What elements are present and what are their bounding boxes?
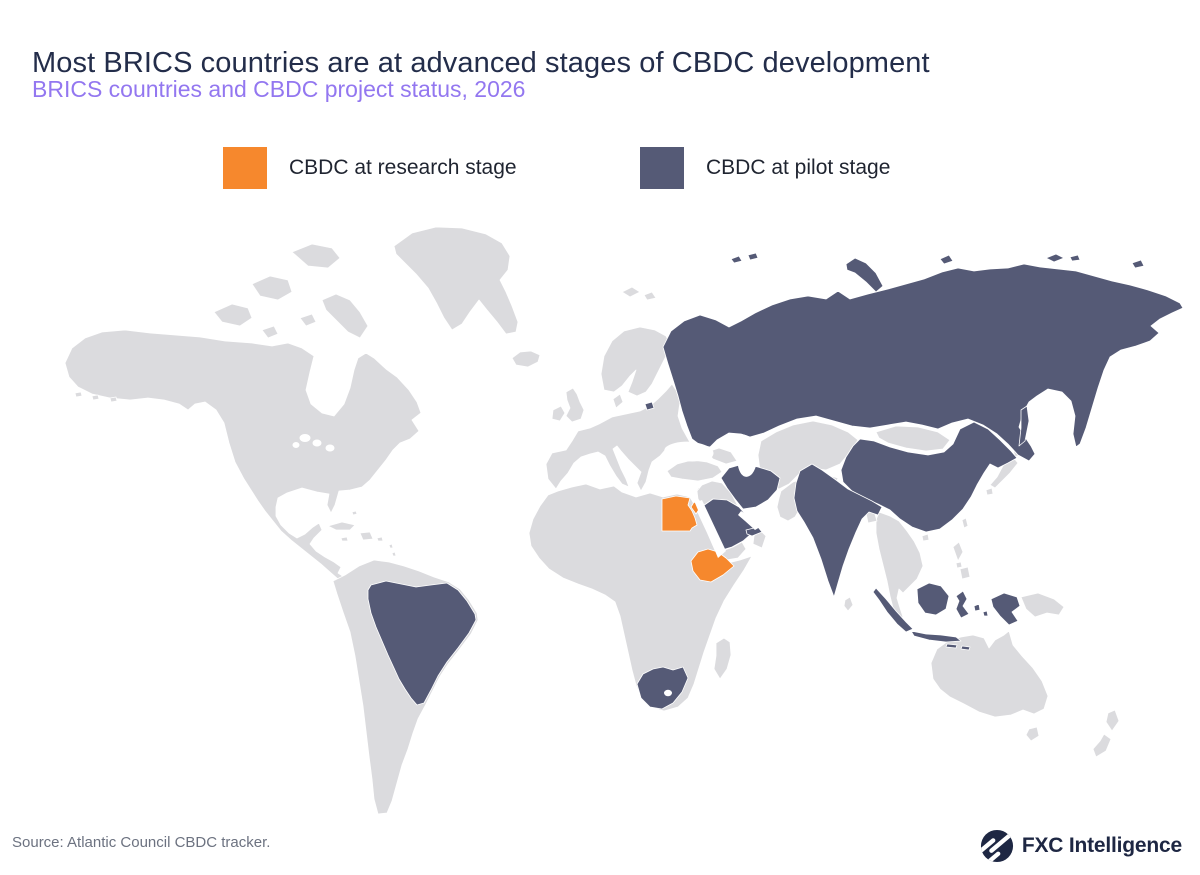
sea-caspian bbox=[730, 434, 758, 477]
map-island-west-papua bbox=[990, 592, 1021, 626]
map-island-sumatra bbox=[872, 587, 914, 633]
map-island-sulawesi bbox=[955, 590, 970, 619]
map-country-russia bbox=[662, 263, 1184, 462]
map-landmass-africa bbox=[528, 483, 753, 712]
map-region-southeast-asia bbox=[875, 511, 924, 620]
map-country-brazil bbox=[367, 580, 477, 706]
legend: CBDC at research stage CBDC at pilot sta… bbox=[0, 146, 1200, 190]
legend-item-research: CBDC at research stage bbox=[223, 146, 517, 190]
map-island-novaya-zemlya bbox=[845, 257, 884, 293]
map-island-victoria bbox=[213, 303, 253, 327]
map-landmass-australia bbox=[930, 630, 1049, 718]
map-island-arctic-4 bbox=[299, 313, 317, 327]
map-country-china bbox=[840, 421, 1018, 533]
map-country-egypt bbox=[661, 495, 698, 532]
map-island-aleutians bbox=[74, 391, 118, 403]
map-island-kyushu bbox=[985, 487, 994, 496]
map-island-puerto-rico bbox=[376, 536, 384, 542]
lake-huron bbox=[312, 439, 322, 447]
map-island-taiwan bbox=[961, 517, 969, 529]
map-island-new-zealand-north bbox=[1105, 709, 1120, 732]
lake-michigan bbox=[292, 442, 300, 448]
brand-lockup: FXC Intelligence bbox=[979, 829, 1182, 863]
brand-name: FXC Intelligence bbox=[1021, 834, 1182, 857]
map-island-iceland bbox=[511, 350, 541, 368]
map-island-svalbard bbox=[621, 286, 641, 298]
map-landmass-europe bbox=[545, 383, 692, 492]
map-landmass-north-america bbox=[64, 329, 422, 594]
map-region-kaliningrad bbox=[644, 401, 655, 411]
map-island-franz-josef bbox=[730, 252, 759, 264]
lake-ontario bbox=[325, 444, 335, 452]
map-island-hispaniola bbox=[359, 531, 374, 541]
map-region-lesotho bbox=[664, 689, 672, 697]
map-island-lesser-sunda bbox=[945, 643, 971, 651]
map-island-hainan bbox=[921, 533, 930, 542]
sea-red bbox=[695, 500, 726, 558]
map-island-severnaya-zemlya bbox=[939, 254, 954, 265]
map-island-madagascar bbox=[713, 637, 732, 680]
map-island-wrangel bbox=[1131, 259, 1145, 269]
map-country-mongolia bbox=[875, 425, 951, 452]
lake-superior bbox=[299, 434, 311, 442]
map-island-svalbard-2 bbox=[643, 291, 657, 301]
legend-label-research: CBDC at research stage bbox=[289, 156, 517, 179]
map-island-great-britain bbox=[565, 387, 585, 423]
map-island-maluku bbox=[973, 603, 989, 617]
map-island-new-guinea-east bbox=[1020, 592, 1065, 618]
map-island-baffin bbox=[321, 293, 369, 339]
map-country-south-africa bbox=[636, 666, 689, 710]
map-island-tasmania bbox=[1025, 726, 1040, 742]
map-island-arctic-3 bbox=[261, 325, 279, 339]
legend-label-pilot: CBDC at pilot stage bbox=[706, 156, 891, 179]
sea-black bbox=[664, 441, 714, 462]
map-island-jamaica bbox=[340, 536, 349, 542]
source-note: Source: Atlantic Council CBDC tracker. bbox=[12, 834, 271, 851]
map-island-bahamas bbox=[351, 510, 358, 516]
map-island-cuba bbox=[327, 521, 356, 531]
map-island-ireland bbox=[551, 405, 566, 422]
page-title: Most BRICS countries are at advanced sta… bbox=[32, 47, 930, 80]
map-island-new-siberian bbox=[1045, 253, 1081, 263]
fxc-logo-icon bbox=[979, 829, 1013, 863]
map-landmass-scandinavia bbox=[600, 326, 672, 397]
legend-item-pilot: CBDC at pilot stage bbox=[640, 146, 890, 190]
legend-swatch-research bbox=[223, 147, 267, 189]
sea-persian-gulf bbox=[738, 511, 760, 530]
map-island-mindanao bbox=[959, 566, 971, 580]
map-island-java bbox=[910, 630, 962, 643]
map-island-ellesmere bbox=[291, 243, 341, 269]
map-island-visayas bbox=[955, 561, 963, 569]
map-island-sri-lanka bbox=[843, 596, 854, 612]
map-island-arctic-2 bbox=[251, 275, 293, 301]
map-island-antilles bbox=[388, 543, 397, 557]
legend-swatch-pilot bbox=[640, 147, 684, 189]
map-country-india bbox=[793, 463, 883, 598]
map-country-denmark bbox=[612, 393, 624, 409]
map-island-sakhalin bbox=[1018, 405, 1030, 447]
map-country-ethiopia bbox=[690, 548, 735, 583]
page-subtitle: BRICS countries and CBDC project status,… bbox=[32, 76, 526, 102]
map-country-turkey bbox=[666, 459, 723, 482]
map-island-luzon bbox=[952, 541, 964, 562]
map-island-greenland bbox=[393, 226, 519, 335]
map-island-borneo bbox=[916, 582, 950, 616]
map-island-new-zealand-south bbox=[1092, 733, 1112, 758]
